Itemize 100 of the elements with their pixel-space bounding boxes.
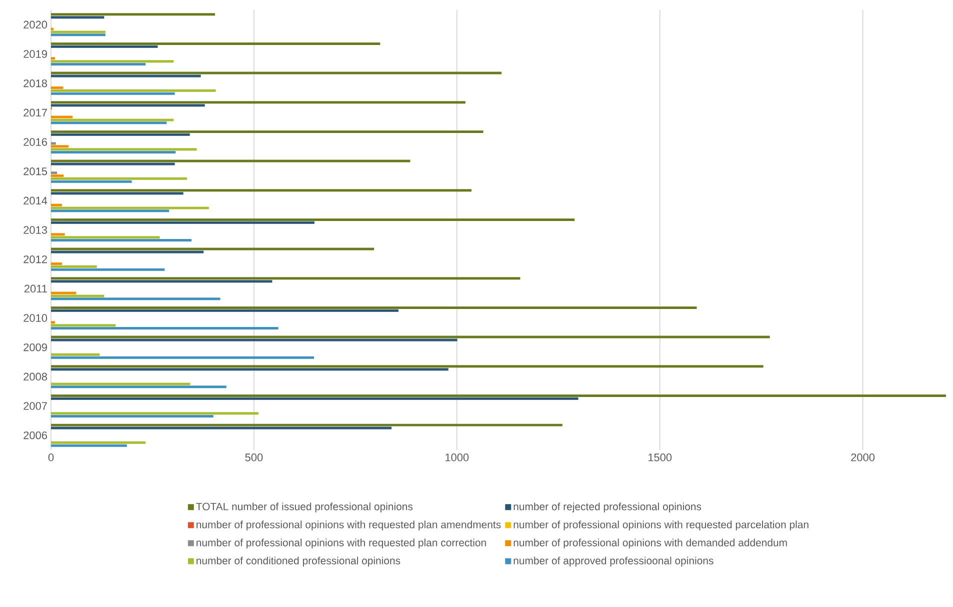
bar bbox=[51, 160, 410, 162]
bar bbox=[51, 368, 448, 371]
bar bbox=[51, 192, 184, 195]
bar bbox=[51, 309, 398, 312]
bar bbox=[51, 382, 190, 386]
bar bbox=[51, 262, 62, 265]
bar bbox=[51, 397, 578, 400]
y-tick-label: 2007 bbox=[24, 402, 47, 410]
bar bbox=[51, 236, 160, 239]
legend-label: number of professional opinions with requested parcelation plan bbox=[514, 520, 808, 530]
bar bbox=[51, 415, 214, 418]
legend-label: number of professional opinions with requested plan correction bbox=[196, 538, 486, 548]
bar bbox=[51, 298, 220, 300]
bar bbox=[51, 294, 104, 298]
bar bbox=[51, 338, 458, 342]
bar bbox=[51, 63, 146, 66]
bar bbox=[51, 174, 64, 177]
bar bbox=[51, 130, 484, 133]
bar bbox=[51, 365, 764, 368]
x-tick-label: 2000 bbox=[851, 454, 875, 462]
bar bbox=[51, 221, 314, 224]
bar bbox=[51, 412, 258, 415]
bar bbox=[51, 424, 562, 426]
y-tick-label: 2020 bbox=[24, 20, 48, 29]
bar bbox=[51, 239, 192, 242]
bar bbox=[51, 426, 392, 430]
bar bbox=[51, 133, 190, 136]
bar bbox=[51, 280, 272, 283]
x-tick-label: 1500 bbox=[648, 454, 672, 462]
y-tick-label: 2017 bbox=[24, 108, 47, 117]
bar bbox=[51, 336, 770, 338]
bar bbox=[51, 45, 158, 48]
bar bbox=[51, 142, 56, 145]
legend-label: TOTAL number of issued professional opinions bbox=[196, 502, 413, 512]
bar bbox=[51, 92, 175, 95]
bar bbox=[51, 42, 380, 45]
y-tick-label: 2014 bbox=[24, 196, 48, 205]
bar bbox=[51, 233, 65, 236]
bar bbox=[51, 248, 374, 250]
bar bbox=[51, 386, 226, 388]
bar bbox=[51, 118, 174, 122]
bar bbox=[51, 72, 502, 74]
bar bbox=[51, 101, 466, 104]
bar bbox=[51, 265, 97, 268]
bar bbox=[51, 180, 132, 183]
bar bbox=[51, 162, 175, 166]
y-tick-label: 2006 bbox=[24, 431, 47, 440]
bar bbox=[51, 356, 314, 359]
bar bbox=[51, 204, 62, 206]
bar bbox=[51, 145, 68, 148]
y-tick-label: 2010 bbox=[24, 314, 48, 322]
bar bbox=[51, 306, 697, 309]
legend-label: number of professional opinions with demanded addendum bbox=[514, 538, 787, 548]
bar bbox=[51, 151, 176, 154]
y-tick-label: 2018 bbox=[24, 79, 47, 88]
bar bbox=[51, 324, 116, 327]
y-tick-label: 2019 bbox=[24, 50, 47, 58]
bar bbox=[51, 189, 472, 192]
bar bbox=[51, 250, 204, 254]
bar bbox=[51, 57, 56, 60]
legend-label: number of rejected professional opinions bbox=[514, 502, 702, 512]
y-tick-label: 2015 bbox=[24, 167, 48, 176]
y-tick-label: 2012 bbox=[24, 255, 47, 264]
bar bbox=[51, 321, 56, 324]
bar bbox=[51, 353, 100, 356]
bar bbox=[51, 148, 197, 151]
bar bbox=[51, 268, 165, 271]
bar bbox=[51, 206, 209, 210]
x-tick-label: 0 bbox=[48, 454, 54, 462]
bar bbox=[51, 16, 104, 19]
bar bbox=[51, 292, 76, 294]
y-tick-label: 2016 bbox=[24, 138, 47, 146]
bar bbox=[51, 104, 205, 107]
legend-label: number of professional opinions with requested plan amendments bbox=[196, 520, 501, 530]
bar bbox=[51, 210, 170, 212]
bar bbox=[51, 277, 520, 280]
bar bbox=[51, 34, 106, 36]
bar bbox=[51, 116, 73, 118]
bar bbox=[51, 13, 215, 16]
y-tick-label: 2013 bbox=[24, 226, 47, 234]
bar bbox=[51, 172, 58, 174]
bar bbox=[51, 177, 187, 180]
x-tick-label: 500 bbox=[245, 454, 263, 462]
x-tick-label: 1000 bbox=[446, 454, 469, 462]
y-tick-label: 2008 bbox=[24, 372, 47, 381]
bar bbox=[51, 218, 575, 221]
bar bbox=[51, 444, 127, 447]
y-tick-label: 2009 bbox=[24, 343, 47, 352]
bar bbox=[51, 394, 946, 397]
bar bbox=[51, 30, 106, 34]
bar bbox=[51, 89, 216, 92]
bar bbox=[51, 122, 167, 124]
y-tick-label: 2011 bbox=[24, 284, 47, 293]
legend-label: number of conditioned professional opinions bbox=[196, 556, 400, 566]
legend-label: number of approved professioonal opinions bbox=[514, 556, 714, 566]
bar bbox=[51, 60, 174, 63]
bar bbox=[51, 327, 278, 330]
bar bbox=[51, 74, 201, 78]
bar bbox=[51, 86, 64, 89]
bar bbox=[51, 441, 146, 444]
